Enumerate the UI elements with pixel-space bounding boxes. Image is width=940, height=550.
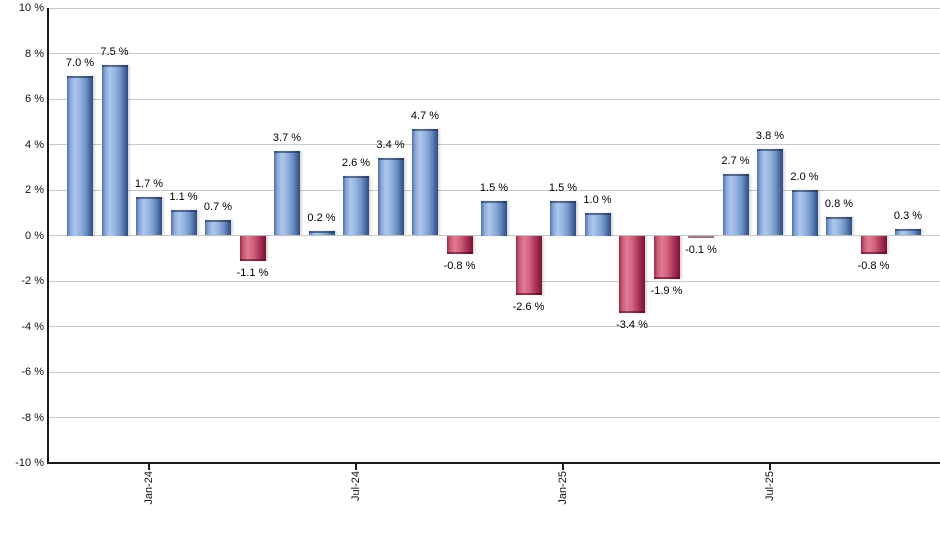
negative-bar [653,235,680,279]
positive-bar [895,228,921,236]
x-axis-tick-label: Jan-24 [143,471,155,505]
x-axis-tickmark [769,464,771,470]
y-axis-tick-label: 8 % [25,47,44,60]
bar-value-label: -2.6 % [512,300,545,313]
positive-bar [170,210,197,236]
gridline [48,235,940,236]
gridline [48,326,940,327]
positive-bar [481,201,507,236]
negative-bar [619,235,645,313]
positive-bar [722,174,749,236]
positive-bar [791,190,818,236]
positive-bar [343,176,369,236]
positive-bar [67,76,93,236]
x-axis-tickmark [148,464,150,470]
y-axis-tick-label: 10 % [18,2,44,14]
x-axis-tick-label: Jan-25 [557,471,569,505]
bar-value-label: 3.8 % [755,130,785,143]
bar-value-label: 1.5 % [479,182,509,195]
positive-bar [274,151,300,236]
bar-value-label: 2.0 % [790,171,819,183]
gridline [48,98,940,100]
bar-value-label: -0.8 % [443,259,476,272]
y-axis-tick-label: -4 % [21,320,44,333]
negative-bar [688,235,714,238]
positive-bar [136,196,162,236]
bar-value-label: 4.7 % [410,109,440,122]
bar-value-label: 2.6 % [341,157,371,170]
positive-bar [826,217,852,236]
negative-bar [239,235,266,261]
x-axis-tick-label: Jul-25 [764,471,776,501]
y-axis-tick-label: -10 % [15,457,44,469]
bar-value-label: 1.0 % [583,193,612,206]
bar-value-label: -3.4 % [616,318,648,331]
positive-bar [584,212,611,236]
gridline [48,53,940,54]
y-axis-tick-label: 0 % [25,229,44,242]
gridline [48,371,940,373]
bar-value-label: 1.5 % [548,182,578,195]
positive-bar [757,149,783,236]
bar-value-label: 1.1 % [169,191,198,204]
bar-value-label: -0.8 % [857,259,890,272]
y-axis-tick-label: -2 % [21,275,44,287]
bar-value-label: 3.7 % [272,132,302,145]
y-axis-tick-label: 4 % [25,138,44,151]
positive-bar [101,64,128,236]
gridline [48,280,940,282]
bar-value-label: 0.8 % [824,198,854,211]
y-axis-tick-label: -6 % [21,366,44,378]
negative-bar [860,235,887,254]
positive-bar [377,158,404,236]
positive-bar [412,128,438,236]
y-axis-tick-label: 6 % [25,93,44,105]
y-axis-tick-label: -8 % [21,411,44,424]
x-axis-line [47,462,940,464]
x-axis-tickmark [562,464,564,470]
bar-value-label: 3.4 % [376,139,405,152]
y-axis-line [47,8,49,463]
bar-value-label: -1.1 % [236,266,269,279]
gridline [48,417,940,418]
positive-bar [550,201,576,236]
positive-bar [205,219,231,236]
negative-bar [515,235,542,295]
positive-bar [308,230,335,236]
bar-value-label: 1.7 % [134,177,164,190]
gridline [48,189,940,191]
negative-bar [446,235,473,254]
x-axis-tickmark [355,464,357,470]
gridline [48,7,940,9]
gridline [48,144,940,145]
bar-value-label: 0.3 % [893,209,923,222]
bar-value-label: 7.5 % [100,45,129,58]
bar-value-label: 2.7 % [721,155,750,168]
bar-value-label: 0.7 % [203,200,233,213]
y-axis-tick-label: 2 % [25,184,44,196]
bar-value-label: 0.2 % [307,211,336,224]
bar-value-label: 7.0 % [65,57,95,70]
x-axis-tick-label: Jul-24 [350,471,362,501]
bar-value-label: -1.9 % [650,284,683,297]
bar-value-label: -0.1 % [685,244,717,256]
